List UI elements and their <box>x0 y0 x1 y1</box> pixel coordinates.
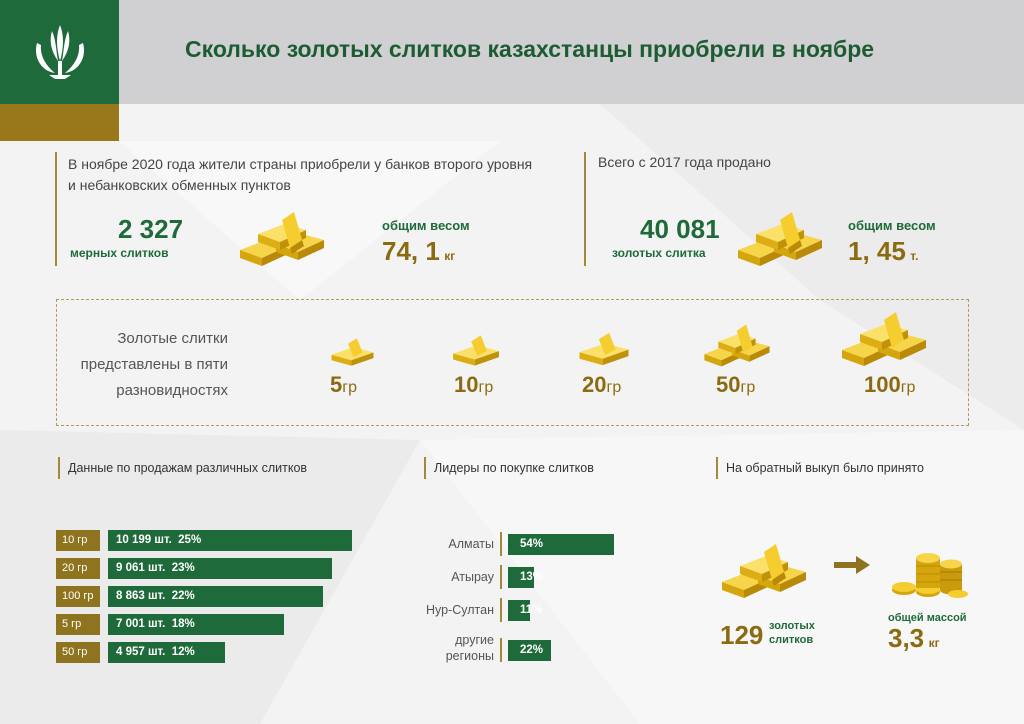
bar-type-20-label: 20гр <box>582 372 621 398</box>
total-count-label: золотых слитка <box>612 246 706 260</box>
sales-unit-label: 50 гр <box>56 642 100 663</box>
total-weight-label: общим весом <box>848 218 936 233</box>
leader-divider <box>500 638 502 662</box>
leader-divider <box>500 598 502 622</box>
leader-region: Атырау <box>451 570 494 584</box>
bar-type-unit: гр <box>478 379 494 396</box>
buyback-mass: 3,3 кг <box>888 623 940 654</box>
logo-gold-strip <box>0 104 119 141</box>
bar-type-50-label: 50гр <box>716 372 755 398</box>
types-label: Золотые слитки представлены в пяти разно… <box>80 330 228 399</box>
bar-type-value: 10 <box>454 372 479 397</box>
leader-bar: 11% <box>508 600 542 621</box>
total-weight-unit: т. <box>910 249 919 263</box>
buyback-title: На обратный выкуп было принято <box>716 457 924 479</box>
buyback-mass-value: 3,3 <box>888 623 925 653</box>
gold-coins-icon <box>892 553 968 598</box>
bar-type-value: 50 <box>716 372 741 397</box>
leader-region: Алматы <box>448 537 494 551</box>
buyback-mass-unit: кг <box>928 636 940 650</box>
gold-bars-icon <box>738 212 822 266</box>
logo <box>0 0 119 104</box>
sales-unit-label: 20 гр <box>56 558 100 579</box>
november-weight-label: общим весом <box>382 218 470 233</box>
november-count-label: мерных слитков <box>70 246 169 260</box>
total-divider <box>584 152 586 266</box>
bar-types-panel <box>56 299 969 426</box>
leader-divider <box>500 532 502 556</box>
sales-unit-label: 5 гр <box>56 614 100 635</box>
november-weight-value: 74, 1 <box>382 236 440 266</box>
november-divider <box>55 152 57 266</box>
sales-bar: 10 199 шт. 25% <box>108 530 352 551</box>
sales-bar: 8 863 шт. 22% <box>108 586 323 607</box>
leader-bar: 54% <box>508 534 614 555</box>
leader-divider <box>500 565 502 589</box>
bar-type-unit: гр <box>900 379 916 396</box>
gold-bars-icon <box>240 212 324 266</box>
arrow-right-icon <box>834 556 870 574</box>
bar-type-5-label: 5гр <box>330 372 357 398</box>
november-count: 2 327 <box>118 214 184 244</box>
buyback-mass-label: общей массой <box>888 612 967 624</box>
bar-type-unit: гр <box>606 379 622 396</box>
leader-bar: 22% <box>508 640 551 661</box>
sales-bar: 9 061 шт. 23% <box>108 558 332 579</box>
sales-bar: 7 001 шт. 18% <box>108 614 284 635</box>
leader-bar: 13% <box>508 567 543 588</box>
november-weight-unit: кг <box>444 249 456 263</box>
header-band <box>0 0 1024 104</box>
sales-unit-label: 100 гр <box>56 586 100 607</box>
bar-type-10-label: 10гр <box>454 372 493 398</box>
gold-bars-icon <box>722 544 806 598</box>
gold-bar-10-icon <box>453 335 499 366</box>
buyback-count: 129 <box>720 620 764 650</box>
gold-bar-50-icon <box>703 324 770 367</box>
page-title: Сколько золотых слитков казахстанцы прио… <box>185 36 875 62</box>
gold-bar-5-icon <box>331 338 373 366</box>
total-count: 40 081 <box>640 214 720 244</box>
gold-bar-20-icon <box>579 332 629 366</box>
buyback-count-label: золотых слитков <box>769 620 815 646</box>
total-weight: 1, 45 т. <box>848 236 918 267</box>
leader-region: другие регионы <box>445 633 494 663</box>
sales-title: Данные по продажам различных слитков <box>58 457 307 479</box>
bar-type-value: 100 <box>864 372 901 397</box>
leader-region: Нур-Султан <box>426 603 494 617</box>
sales-unit-label: 10 гр <box>56 530 100 551</box>
bar-type-100-label: 100гр <box>864 372 915 398</box>
leaders-title: Лидеры по покупке слитков <box>424 457 594 479</box>
bar-type-unit: гр <box>740 379 756 396</box>
november-weight: 74, 1 кг <box>382 236 455 267</box>
sales-bar: 4 957 шт. 12% <box>108 642 225 663</box>
wheat-sheaf-emblem-icon <box>35 25 84 79</box>
total-description: Всего с 2017 года продано <box>598 154 771 170</box>
bar-type-value: 5 <box>330 372 343 397</box>
bar-type-unit: гр <box>342 379 357 396</box>
november-description: В ноябре 2020 года жители страны приобре… <box>68 156 533 193</box>
gold-bar-100-icon <box>842 312 926 366</box>
total-weight-value: 1, 45 <box>848 236 906 266</box>
bar-type-value: 20 <box>582 372 607 397</box>
